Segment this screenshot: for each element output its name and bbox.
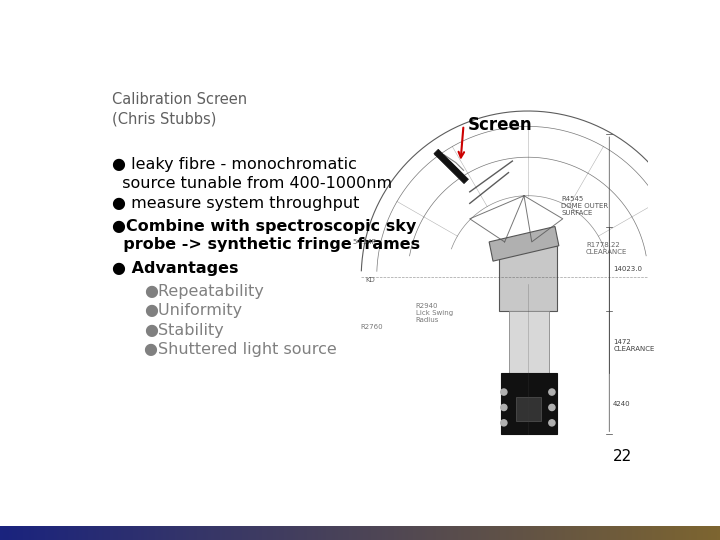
Text: R2760: R2760 [360, 323, 383, 329]
Text: KD: KD [366, 278, 375, 284]
Text: 1472
CLEARANCE: 1472 CLEARANCE [613, 339, 654, 353]
Polygon shape [489, 226, 559, 261]
Text: 4240: 4240 [613, 401, 631, 407]
Text: ●Uniformity: ●Uniformity [144, 303, 243, 319]
Text: R2940
Lick Swing
Radius: R2940 Lick Swing Radius [415, 303, 453, 323]
Text: ●Repeatability: ●Repeatability [144, 284, 264, 299]
Bar [508, 311, 549, 373]
Text: 54.54P: 54.54P [353, 239, 377, 245]
Bar [499, 246, 557, 311]
Text: ●Stability: ●Stability [144, 323, 224, 338]
Bar [500, 373, 557, 434]
Circle shape [549, 404, 555, 410]
Circle shape [500, 389, 507, 395]
Text: 14023.0: 14023.0 [613, 266, 642, 272]
Text: ● leaky fibre - monochromatic
  source tunable from 400-1000nm: ● leaky fibre - monochromatic source tun… [112, 157, 392, 191]
Circle shape [500, 404, 507, 410]
Text: Screen: Screen [467, 116, 532, 134]
Text: ● Advantages: ● Advantages [112, 261, 238, 276]
Text: ●Combine with spectroscopic sky
  probe -> synthetic fringe frames: ●Combine with spectroscopic sky probe ->… [112, 219, 420, 252]
Circle shape [549, 389, 555, 395]
Text: R4545
DOME OUTER
SURFACE: R4545 DOME OUTER SURFACE [561, 195, 608, 215]
Bar [516, 397, 541, 421]
Text: ●Shuttered light source: ●Shuttered light source [144, 342, 337, 357]
Polygon shape [434, 149, 469, 184]
Text: ● measure system throughput: ● measure system throughput [112, 195, 359, 211]
Circle shape [549, 420, 555, 426]
Text: R1778.22
CLEARANCE: R1778.22 CLEARANCE [586, 242, 627, 255]
Circle shape [500, 420, 507, 426]
Text: Calibration Screen
(Chris Stubbs): Calibration Screen (Chris Stubbs) [112, 92, 247, 126]
Text: 22: 22 [613, 449, 632, 464]
